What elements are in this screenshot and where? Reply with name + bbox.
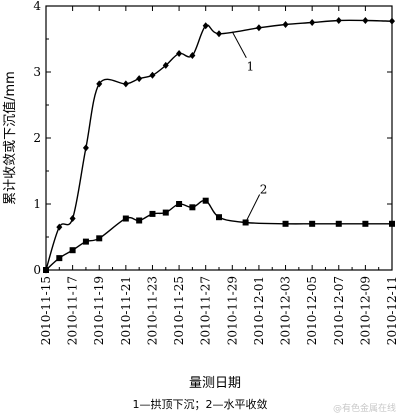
y-axis-title: 累计收敛或下沉值/mm — [2, 71, 18, 205]
data-point-square — [122, 215, 129, 222]
x-tick-label: 2010-12-09 — [358, 276, 372, 345]
x-tick-label: 2010-11-19 — [92, 276, 106, 345]
series-1-line — [45, 19, 393, 271]
data-point-square — [282, 220, 289, 227]
y-tick-label: 4 — [33, 0, 41, 13]
x-tick-label: 2010-12-11 — [385, 276, 399, 345]
x-tick-label: 2010-11-21 — [119, 276, 133, 345]
data-point-diamond — [176, 50, 183, 58]
data-point-square — [389, 220, 395, 227]
y-tick-label: 2 — [33, 131, 41, 145]
data-point-diamond — [122, 80, 129, 88]
data-point-square — [335, 220, 342, 227]
series-label-2: 2 — [260, 182, 268, 196]
data-point-diamond — [282, 20, 289, 28]
data-point-square — [202, 197, 209, 204]
series-1 — [43, 17, 395, 274]
x-tick-label: 2010-11-15 — [39, 276, 53, 345]
x-tick-label: 2010-11-23 — [145, 276, 159, 345]
y-tick-label: 1 — [33, 197, 41, 211]
data-point-diamond — [335, 17, 342, 25]
labels-layer: 12 — [231, 31, 268, 223]
series-label-leader — [245, 194, 261, 223]
x-tick-label: 2010-11-17 — [66, 276, 80, 345]
x-tick-label: 2010-11-27 — [199, 276, 213, 345]
data-point-diamond — [362, 17, 369, 25]
x-tick-label: 2010-11-29 — [225, 276, 239, 345]
data-point-diamond — [96, 80, 103, 88]
data-point-diamond — [149, 71, 156, 79]
data-point-square — [149, 210, 156, 217]
x-tick-label: 2010-12-05 — [305, 276, 319, 345]
x-tick-label: 2010-12-01 — [252, 276, 266, 345]
data-point-square — [309, 220, 316, 227]
data-point-diamond — [82, 144, 89, 152]
data-point-diamond — [309, 19, 316, 26]
data-point-square — [136, 217, 143, 224]
y-tick-label: 0 — [33, 263, 41, 277]
data-point-diamond — [255, 24, 262, 32]
data-point-diamond — [189, 52, 196, 59]
data-point-square — [216, 214, 222, 221]
data-point-square — [96, 235, 103, 242]
figure-caption: 1—拱顶下沉；2—水平收敛 — [133, 397, 268, 411]
data-point-square — [43, 267, 49, 273]
series-2 — [43, 197, 395, 273]
data-point-square — [176, 201, 183, 207]
data-point-square — [162, 209, 169, 216]
x-tick-label: 2010-12-07 — [332, 276, 346, 345]
y-tick-label: 3 — [33, 65, 41, 79]
x-tick-label: 2010-12-03 — [279, 276, 293, 345]
data-point-diamond — [389, 17, 395, 25]
data-point-diamond — [56, 223, 63, 231]
data-point-square — [189, 204, 196, 211]
data-point-diamond — [216, 30, 222, 38]
data-point-square — [56, 255, 63, 262]
data-point-square — [69, 247, 76, 254]
series-label-1: 1 — [246, 60, 254, 74]
data-point-diamond — [69, 215, 76, 223]
series-2-line — [45, 199, 392, 271]
series-label-leader — [231, 31, 247, 58]
x-axis-title: 量测日期 — [189, 376, 241, 391]
plot-frame — [45, 5, 393, 271]
data-point-diamond — [202, 22, 209, 30]
series-layer — [43, 17, 395, 274]
watermark: @有色金属在线 — [333, 402, 396, 414]
data-point-square — [82, 238, 89, 245]
data-point-diamond — [136, 75, 143, 83]
x-tick-label: 2010-11-25 — [172, 276, 186, 345]
data-point-square — [362, 220, 369, 227]
data-point-diamond — [162, 61, 169, 69]
